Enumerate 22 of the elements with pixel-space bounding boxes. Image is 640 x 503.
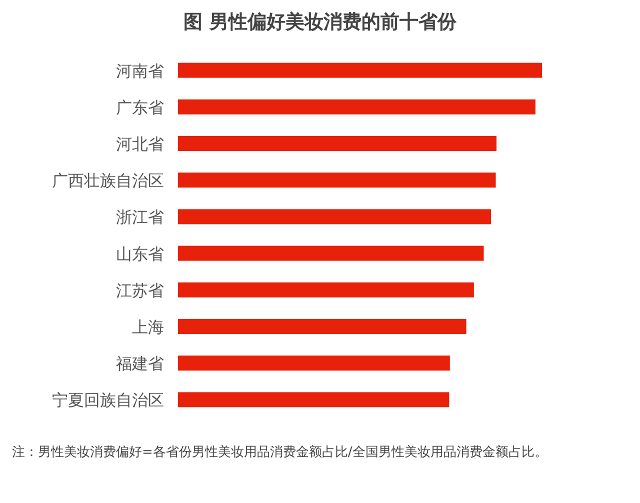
y-tick-label: 河南省: [116, 61, 164, 80]
text: 注：男性美妆消费偏好=各省份男性美妆用品消费金额占比/全国男性美妆用品消费金额占比。: [12, 444, 548, 460]
bar: [178, 99, 536, 114]
bar: [178, 209, 492, 224]
y-tick-label: 浙江省: [116, 208, 164, 227]
bar: [178, 319, 466, 334]
y-tick-label: 江苏省: [116, 280, 164, 300]
bar: [178, 392, 450, 408]
bar: [178, 62, 542, 78]
bar: [178, 172, 496, 188]
y-tick-label: 福建省: [116, 354, 164, 374]
bar: [178, 246, 484, 261]
y-tick-label: 广东省: [116, 98, 164, 117]
bar: [178, 282, 474, 298]
y-tick-label: 上海: [132, 318, 164, 336]
bar: [178, 136, 496, 151]
y-tick-label: 山东省: [116, 244, 164, 264]
bar: [178, 356, 450, 371]
y-tick-label: 广西壮族自治区: [52, 171, 164, 190]
chart-title: 图 男性偏好美妆消费的前十省份: [184, 11, 458, 33]
y-tick-label: 河北省: [116, 134, 164, 154]
y-tick-label: 宁夏回族自治区: [52, 390, 164, 410]
